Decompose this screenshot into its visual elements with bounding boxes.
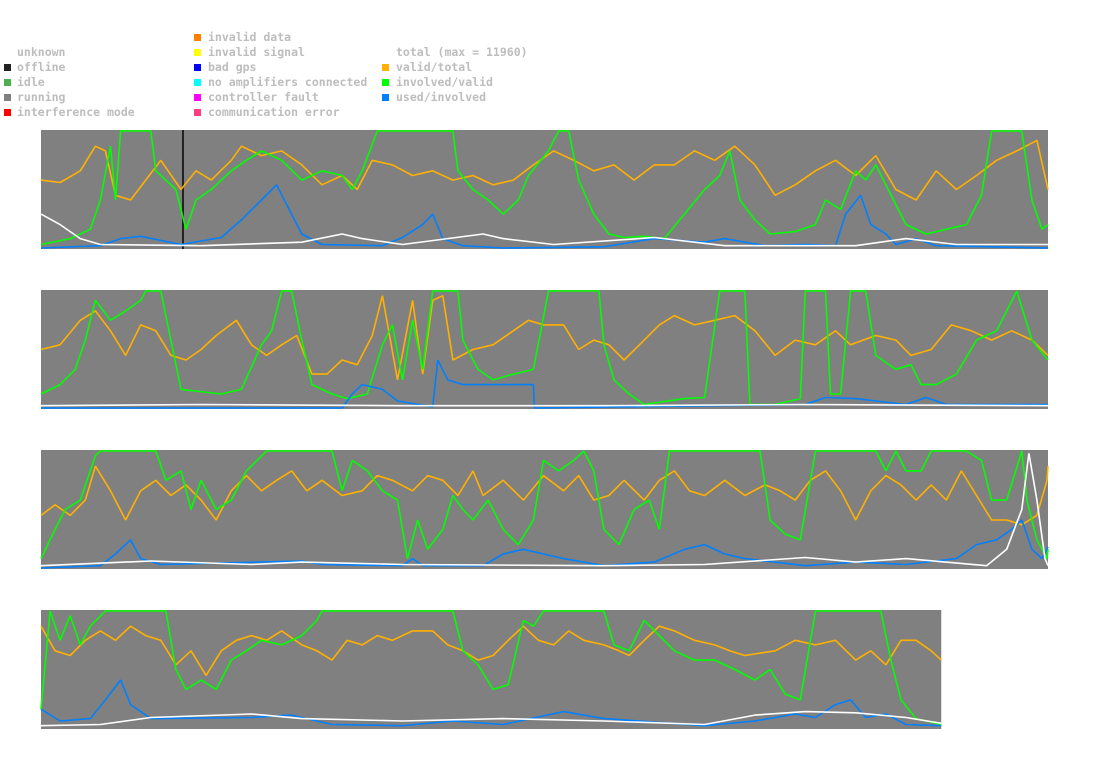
series-line-total <box>40 453 1049 567</box>
legend-label: offline <box>17 60 66 74</box>
series-line-valid-total <box>40 294 1049 381</box>
series-line-involved-valid <box>40 130 1049 246</box>
series-line-involved-valid <box>40 610 942 726</box>
legend-label: interference mode <box>17 105 135 119</box>
legend-label: total (max = 11960) <box>396 45 528 59</box>
legend-label: communication error <box>208 105 340 119</box>
legend-swatch <box>194 79 201 86</box>
series-line-total <box>40 710 942 727</box>
series-line-total <box>40 403 1049 407</box>
legend-swatch <box>194 49 201 56</box>
legend-swatch <box>4 94 11 101</box>
legend-label: no amplifiers connected <box>208 75 368 89</box>
series-line-valid-total <box>40 465 1049 526</box>
legend-label: idle <box>17 75 45 89</box>
panel-background-running <box>41 450 1048 569</box>
series-line-total <box>40 213 1048 247</box>
legend-swatch <box>4 109 11 116</box>
legend-swatch <box>382 94 389 101</box>
legend-label: invalid signal <box>208 45 305 59</box>
legend-label: running <box>17 90 66 104</box>
chart-panel <box>40 610 942 729</box>
chart-panel <box>40 130 1049 249</box>
legend-swatch <box>194 94 201 101</box>
legend-label: unknown <box>17 45 66 59</box>
panel-background-running <box>41 610 942 729</box>
chart-panel <box>40 290 1049 409</box>
legend-label: controller fault <box>208 90 319 104</box>
legend-label: valid/total <box>396 60 473 74</box>
legend-label: used/involved <box>396 90 487 104</box>
series-line-valid-total <box>40 625 942 676</box>
legend-swatch <box>194 64 201 71</box>
series-line-involved-valid <box>40 290 1049 406</box>
panel-background-running <box>41 130 1048 249</box>
legend-swatch <box>382 79 389 86</box>
series-line-involved-valid <box>40 450 1049 559</box>
legend-swatch <box>382 64 389 71</box>
legend-swatch <box>194 109 201 116</box>
legend-swatch <box>4 64 11 71</box>
legend-label: bad gps <box>208 60 257 74</box>
series-line-used-involved <box>40 679 942 727</box>
legend-label: invalid data <box>208 30 292 44</box>
chart-panel <box>40 450 1049 569</box>
legend-label: involved/valid <box>396 75 493 89</box>
legend-swatch <box>4 79 11 86</box>
legend-swatch <box>194 34 201 41</box>
series-line-valid-total <box>40 139 1049 201</box>
